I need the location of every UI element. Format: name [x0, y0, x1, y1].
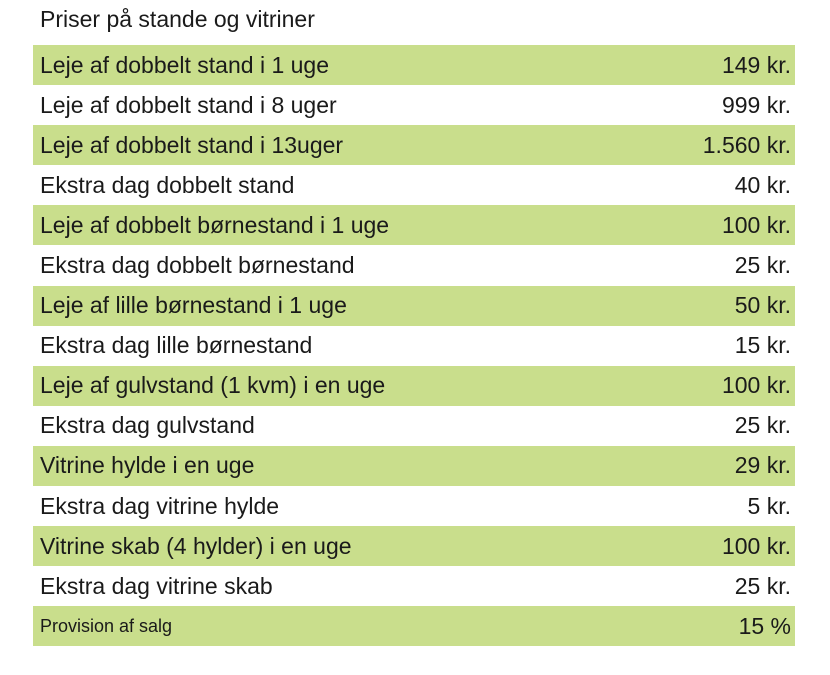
- table-row: Leje af dobbelt stand i 1 uge 149 kr.: [33, 45, 795, 86]
- table-row: Leje af lille børnestand i 1 uge 50 kr.: [33, 285, 795, 326]
- row-price: 100 kr.: [721, 211, 791, 238]
- table-row: Ekstra dag lille børnestand 15 kr.: [33, 326, 795, 366]
- row-price: 100 kr.: [721, 372, 791, 399]
- row-label: Leje af dobbelt stand i 8 uger: [40, 91, 337, 118]
- table-row: Leje af dobbelt stand i 8 uger 999 kr.: [33, 85, 795, 125]
- row-label: Leje af dobbelt stand i 13uger: [40, 131, 344, 158]
- row-label: Ekstra dag dobbelt stand: [40, 171, 295, 198]
- table-row: Ekstra dag vitrine skab 25 kr.: [33, 566, 795, 606]
- row-price: 15 kr.: [734, 332, 791, 359]
- row-price: 5 kr.: [747, 492, 791, 519]
- row-label: Ekstra dag vitrine skab: [40, 572, 273, 599]
- table-row: Provision af salg 15 %: [33, 606, 795, 647]
- table-row: Ekstra dag dobbelt børnestand 25 kr.: [33, 245, 795, 285]
- table-row: Vitrine hylde i en uge 29 kr.: [33, 445, 795, 487]
- table-row: Ekstra dag gulvstand 25 kr.: [33, 406, 795, 446]
- row-price: 999 kr.: [721, 91, 791, 118]
- row-price: 25 kr.: [734, 572, 791, 599]
- row-label: Ekstra dag dobbelt børnestand: [40, 252, 355, 279]
- row-label: Provision af salg: [40, 615, 173, 636]
- row-price: 29 kr.: [734, 452, 791, 479]
- row-label: Ekstra dag lille børnestand: [40, 332, 313, 359]
- table-row: Leje af gulvstand (1 kvm) i en uge 100 k…: [33, 365, 795, 406]
- row-price: 1.560 kr.: [702, 131, 791, 158]
- row-label: Leje af lille børnestand i 1 uge: [40, 292, 347, 319]
- table-row: Leje af dobbelt børnestand i 1 uge 100 k…: [33, 205, 795, 246]
- row-label: Leje af dobbelt stand i 1 uge: [40, 51, 330, 78]
- row-label: Ekstra dag vitrine hylde: [40, 492, 280, 519]
- table-row: Ekstra dag dobbelt stand 40 kr.: [33, 165, 795, 205]
- row-price: 25 kr.: [734, 252, 791, 279]
- page-title: Priser på stande og vitriner: [40, 6, 315, 32]
- table-row: Leje af dobbelt stand i 13uger 1.560 kr.: [33, 125, 795, 166]
- row-price: 100 kr.: [721, 532, 791, 559]
- row-label: Leje af gulvstand (1 kvm) i en uge: [40, 372, 386, 399]
- table-row: Vitrine skab (4 hylder) i en uge 100 kr.: [33, 526, 795, 567]
- row-price: 149 kr.: [721, 51, 791, 78]
- row-price: 15 %: [738, 612, 791, 639]
- row-label: Vitrine skab (4 hylder) i en uge: [40, 532, 352, 559]
- row-price: 25 kr.: [734, 412, 791, 439]
- price-table: Leje af dobbelt stand i 1 uge 149 kr. Le…: [33, 45, 795, 647]
- row-price: 50 kr.: [734, 292, 791, 319]
- row-label: Vitrine hylde i en uge: [40, 452, 255, 479]
- row-label: Leje af dobbelt børnestand i 1 uge: [40, 211, 390, 238]
- table-row: Ekstra dag vitrine hylde 5 kr.: [33, 486, 795, 526]
- row-label: Ekstra dag gulvstand: [40, 412, 255, 439]
- row-price: 40 kr.: [734, 171, 791, 198]
